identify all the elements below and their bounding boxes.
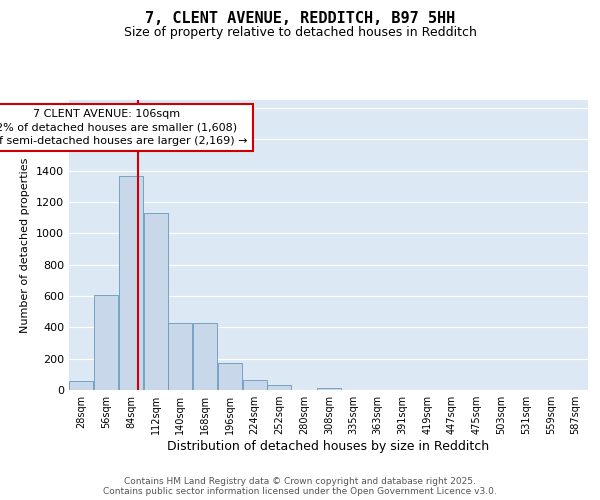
Text: Contains HM Land Registry data © Crown copyright and database right 2025.
Contai: Contains HM Land Registry data © Crown c… xyxy=(103,476,497,496)
Bar xyxy=(169,322,193,390)
Bar xyxy=(143,213,167,390)
Bar xyxy=(242,380,266,390)
Bar xyxy=(193,322,217,390)
Text: Size of property relative to detached houses in Redditch: Size of property relative to detached ho… xyxy=(124,26,476,39)
Text: 7 CLENT AVENUE: 106sqm
← 42% of detached houses are smaller (1,608)
57% of semi-: 7 CLENT AVENUE: 106sqm ← 42% of detached… xyxy=(0,110,248,146)
Bar xyxy=(317,388,341,390)
Bar xyxy=(218,364,242,390)
Bar xyxy=(268,384,292,390)
Bar xyxy=(70,382,94,390)
X-axis label: Distribution of detached houses by size in Redditch: Distribution of detached houses by size … xyxy=(167,440,490,453)
Bar xyxy=(94,295,118,390)
Text: 7, CLENT AVENUE, REDDITCH, B97 5HH: 7, CLENT AVENUE, REDDITCH, B97 5HH xyxy=(145,11,455,26)
Bar xyxy=(119,176,143,390)
Y-axis label: Number of detached properties: Number of detached properties xyxy=(20,158,31,332)
